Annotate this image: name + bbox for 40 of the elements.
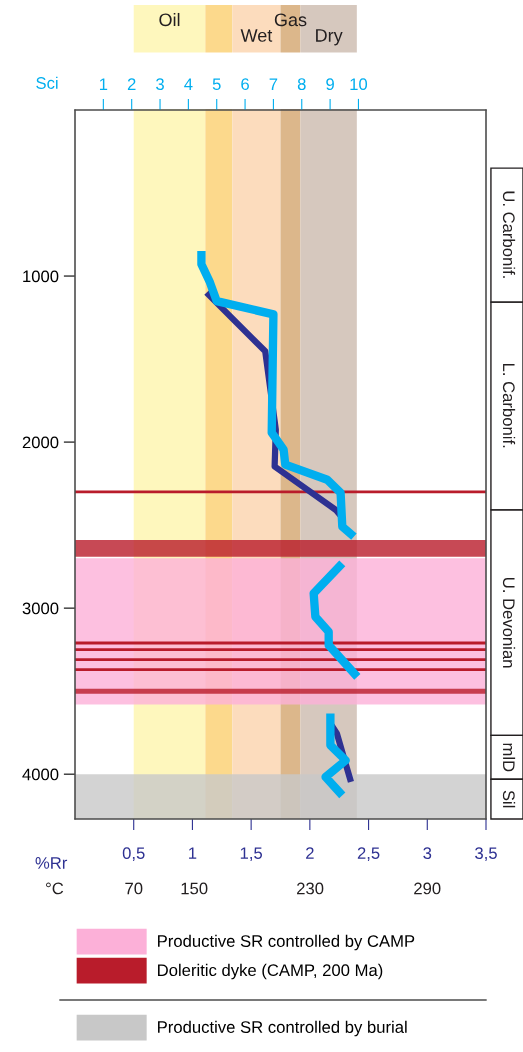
- x-tick-label: 0,5: [122, 847, 145, 861]
- text: mlD: [503, 743, 516, 772]
- x2-tick-label: 6: [241, 78, 249, 91]
- x-tick-label: 3: [423, 847, 432, 860]
- x2-tick-label: 4: [184, 78, 193, 90]
- x-axis-title: %Rr: [35, 857, 68, 869]
- x-tick-label: 2: [306, 847, 314, 859]
- band-label: Gas: [274, 13, 307, 27]
- x2-tick-label: 9: [326, 78, 334, 91]
- x2-tick-label: 5: [212, 78, 221, 91]
- x-tick-label: 2,5: [357, 847, 380, 861]
- text: U. Carbonif.: [502, 191, 516, 278]
- legend-label: Productive SR controlled by burial: [158, 1020, 407, 1037]
- band-label: Oil: [159, 12, 180, 27]
- text: Sil: [502, 790, 516, 808]
- y-tick-label: 3000: [22, 602, 59, 615]
- x2-tick-label: 8: [297, 78, 306, 91]
- legend-label: Productive SR controlled by CAMP: [158, 934, 415, 951]
- text: 290: [414, 882, 441, 895]
- x2-axis-title: Sci: [36, 76, 58, 89]
- band-label: Dry: [316, 29, 343, 46]
- y-tick-label: 1000: [23, 270, 59, 283]
- legend-label: Doleritic dyke (CAMP, 200 Ma): [158, 963, 383, 980]
- text: U. Devonian: [502, 578, 516, 668]
- text: L. Carbonif.: [502, 363, 516, 448]
- text: 70: [125, 882, 143, 895]
- x-tick-label: 1: [189, 847, 197, 859]
- y-tick-label: 2000: [22, 436, 59, 449]
- x-tick-label: 1,5: [240, 847, 263, 861]
- text: 150: [181, 882, 208, 895]
- x2-tick-label: 10: [350, 78, 368, 91]
- text: °C: [46, 882, 64, 895]
- x2-tick-label: 2: [127, 78, 136, 90]
- x-tick-label: 3,5: [475, 847, 497, 861]
- x2-tick-label: 3: [156, 78, 164, 91]
- y-tick-label: 4000: [22, 768, 59, 781]
- x2-tick-label: 7: [269, 78, 278, 90]
- text: 230: [297, 882, 324, 895]
- band-label: Wet: [240, 29, 273, 42]
- x2-tick-label: 1: [99, 78, 108, 90]
